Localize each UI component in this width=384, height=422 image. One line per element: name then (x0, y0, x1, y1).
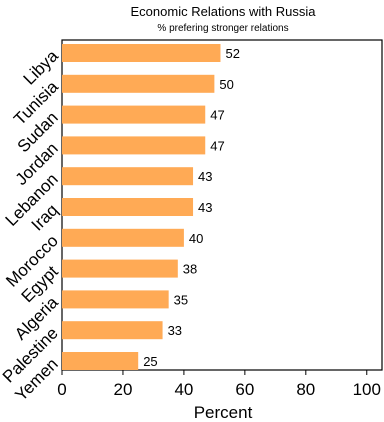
bars (62, 44, 221, 370)
category-label-libya: Libya (20, 46, 63, 89)
data-label-palestine: 33 (168, 323, 182, 338)
data-label-yemen: 25 (143, 354, 157, 369)
bar-tunisia (62, 74, 215, 93)
x-tick-label-60: 60 (235, 380, 254, 399)
chart-subtitle: % prefering stronger relations (157, 23, 288, 34)
bar-iraq (62, 198, 194, 216)
bar-sudan (62, 105, 206, 124)
data-label-morocco: 40 (189, 231, 203, 246)
x-tick-label-0: 0 (57, 380, 66, 399)
bar-libya (62, 44, 221, 62)
data-label-libya: 52 (225, 46, 239, 61)
x-tick-label-100: 100 (353, 380, 381, 399)
x-tick-label-40: 40 (174, 380, 193, 399)
data-label-lebanon: 43 (198, 169, 212, 184)
x-axis-ticks: 0 20 40 60 80 100 (57, 370, 381, 399)
bar-egypt (62, 259, 178, 278)
x-axis-title: Percent (194, 403, 253, 422)
bar-algeria (62, 290, 169, 309)
x-tick-label-80: 80 (296, 380, 315, 399)
bar-morocco (62, 228, 184, 247)
x-tick-label-20: 20 (113, 380, 132, 399)
bar-palestine (62, 321, 163, 340)
data-label-sudan: 47 (210, 108, 224, 123)
data-label-egypt: 38 (183, 262, 197, 277)
chart-title: Economic Relations with Russia (131, 4, 317, 19)
data-label-algeria: 35 (174, 292, 188, 307)
data-label-iraq: 43 (198, 200, 212, 215)
data-labels: 52 50 47 47 43 43 40 38 35 33 25 (143, 46, 240, 369)
bar-jordan (62, 136, 206, 155)
category-labels: LibyaTunisiaSudanJordanLebanonIraqMorocc… (0, 46, 62, 405)
bar-yemen (62, 352, 139, 370)
data-label-tunisia: 50 (219, 77, 233, 92)
bar-lebanon (62, 167, 194, 186)
data-label-jordan: 47 (210, 138, 224, 153)
